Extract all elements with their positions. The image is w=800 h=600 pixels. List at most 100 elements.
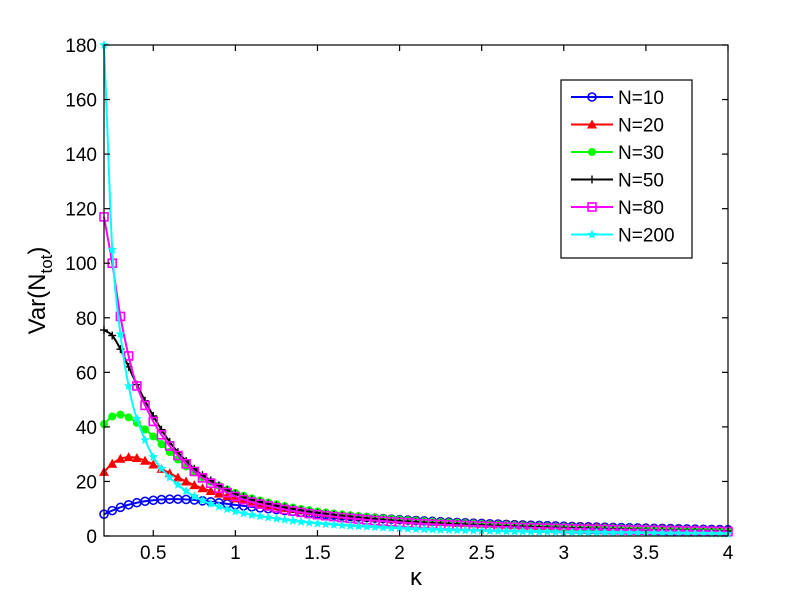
data-point: [288, 515, 298, 525]
data-point: [181, 486, 191, 495]
data-point: [157, 440, 166, 449]
data-point: [132, 381, 142, 391]
data-point: [189, 480, 200, 490]
data-point: [526, 526, 536, 536]
data-point: [140, 455, 151, 465]
data-point: [173, 450, 183, 461]
data-point: [353, 521, 364, 531]
data-point: [263, 512, 273, 522]
data-point: [698, 528, 709, 538]
data-point: [403, 523, 413, 533]
data-point: [148, 416, 159, 427]
y-tick-label: 140: [65, 145, 97, 166]
data-point: [107, 458, 118, 468]
legend-item: N=200: [571, 226, 675, 247]
data-point: [189, 466, 200, 477]
data-point: [386, 523, 397, 532]
data-point: [222, 491, 233, 501]
data-point: [591, 527, 602, 537]
data-point: [156, 430, 167, 440]
legend-item: N=30: [571, 143, 664, 164]
data-point: [674, 528, 684, 538]
data-point: [123, 351, 134, 361]
data-point: [296, 516, 306, 526]
data-point: [501, 526, 512, 536]
legend-box: [560, 79, 693, 259]
data-point: [172, 472, 183, 482]
data-point: [337, 520, 347, 530]
data-point: [345, 520, 356, 530]
data-point: [378, 522, 388, 532]
data-point: [509, 526, 520, 536]
data-point: [141, 425, 150, 434]
legend-item: N=10: [571, 88, 664, 109]
legend-item: N=20: [571, 116, 664, 137]
data-point: [214, 501, 224, 511]
y-tick-label: 40: [76, 418, 97, 439]
data-point: [444, 525, 454, 535]
data-point: [131, 452, 142, 462]
data-point: [115, 502, 126, 513]
data-point: [124, 413, 133, 422]
data-point: [518, 526, 528, 536]
data-point: [600, 527, 610, 537]
legend-marker: [587, 229, 597, 239]
data-point: [427, 524, 438, 534]
data-point: [460, 525, 470, 535]
data-point: [370, 522, 380, 532]
data-point: [567, 527, 577, 537]
y-axis-label: Var(Ntot): [24, 247, 56, 335]
data-point: [616, 527, 626, 537]
legend-marker: [588, 175, 596, 184]
data-point: [230, 506, 241, 516]
legend-item: N=80: [571, 198, 664, 219]
series-line: [103, 216, 729, 533]
data-point: [164, 441, 175, 451]
data-point: [156, 463, 167, 473]
data-point: [181, 476, 192, 486]
data-point: [222, 504, 232, 514]
legend-marker: [587, 92, 597, 102]
data-point: [140, 435, 150, 445]
data-point: [115, 311, 126, 322]
x-tick-label: 1.5: [304, 543, 330, 564]
data-point: [608, 527, 618, 537]
data-point: [329, 519, 339, 529]
y-tick-label: 0: [86, 527, 97, 548]
data-point: [206, 498, 216, 508]
data-point: [181, 458, 191, 469]
legend-label: N=80: [618, 198, 664, 219]
x-tick-label: 0.5: [140, 543, 166, 564]
x-tick-label: 4: [723, 543, 734, 564]
data-point: [690, 528, 700, 538]
axes-frame: [103, 44, 729, 537]
data-point: [132, 413, 142, 423]
data-point: [213, 488, 224, 498]
data-point: [271, 513, 282, 523]
data-point: [312, 518, 323, 528]
y-axis-label-close: ): [24, 247, 51, 255]
x-tick-label: 1: [230, 543, 241, 564]
x-tick-label: 3: [559, 543, 570, 564]
data-point: [468, 525, 479, 535]
y-tick-label: 180: [65, 36, 97, 57]
data-point: [624, 527, 635, 537]
data-point: [394, 523, 405, 533]
data-point: [148, 451, 158, 461]
y-axis-label-main: Var(N: [24, 274, 51, 335]
data-point: [279, 514, 290, 524]
data-point: [304, 517, 314, 527]
data-point: [140, 400, 150, 411]
data-point: [123, 452, 134, 462]
data-point: [238, 508, 249, 518]
data-point: [362, 521, 372, 531]
y-tick-label: 160: [65, 91, 97, 112]
data-point: [197, 483, 208, 493]
legend-marker: [587, 119, 597, 129]
data-point: [164, 472, 175, 482]
data-point: [173, 479, 183, 489]
data-point: [116, 410, 125, 419]
legend: N=10 N=20 N=30 N=50 N=80 N=200: [560, 79, 693, 259]
data-point: [550, 527, 561, 537]
